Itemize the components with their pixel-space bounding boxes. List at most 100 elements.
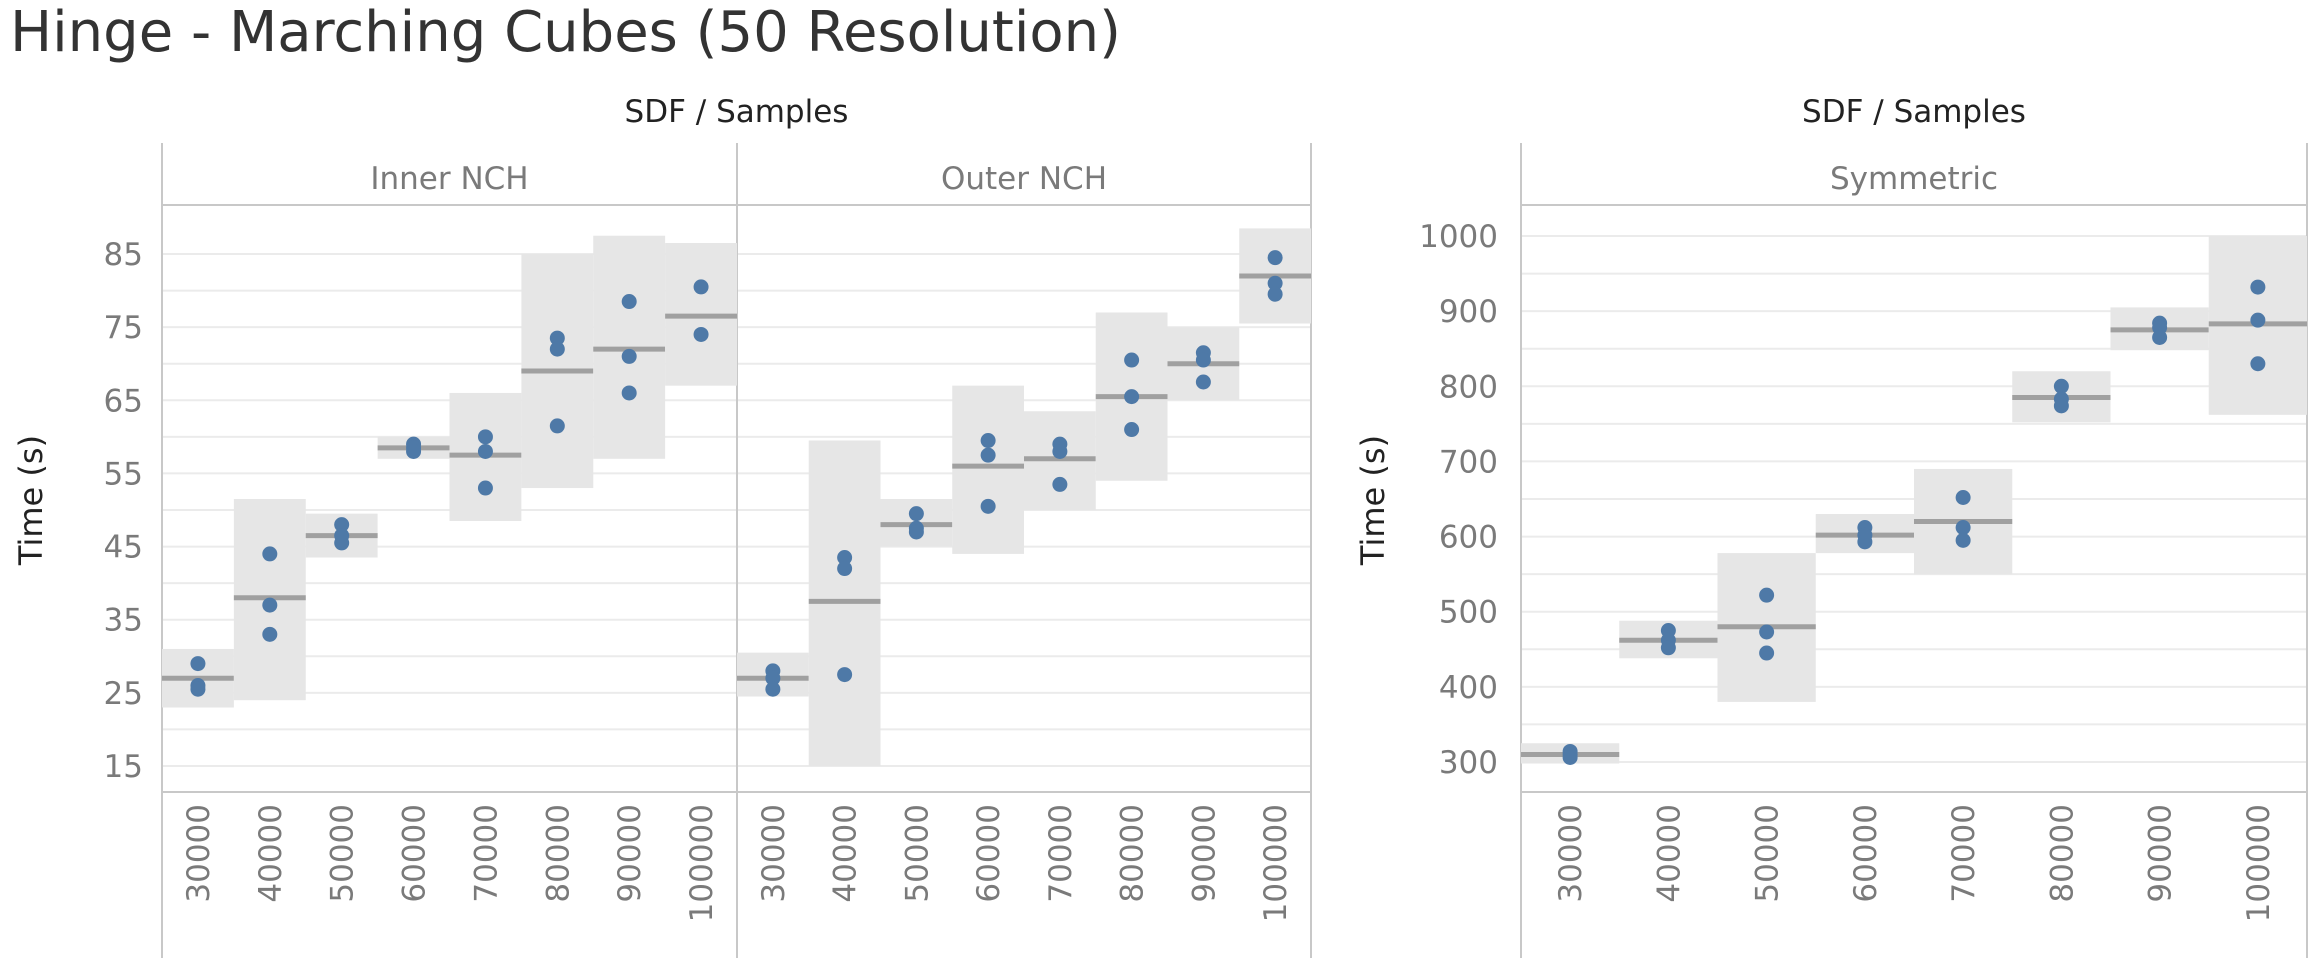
y-tick-label: 75 <box>104 310 143 346</box>
column-header: SDF / Samples <box>1802 94 2026 130</box>
data-point <box>1759 624 1775 640</box>
y-tick-label: 35 <box>104 603 143 639</box>
data-point <box>334 535 350 551</box>
data-point <box>406 443 422 459</box>
x-tick-label: 90000 <box>1186 804 1222 903</box>
data-point <box>837 550 853 566</box>
data-point <box>262 546 278 562</box>
data-point <box>908 524 924 540</box>
data-point <box>1124 389 1140 405</box>
y-tick-label: 400 <box>1439 670 1498 706</box>
y-tick-label: 25 <box>104 676 143 712</box>
panel-symmetric: Symmetric 30000 40000 50000 60000 70000 80000 9… <box>1521 143 2308 958</box>
data-point <box>1660 640 1676 656</box>
data-point <box>549 341 565 357</box>
x-tick-label: 80000 <box>2044 804 2080 903</box>
y-axis-label: Time (s) <box>12 435 50 566</box>
data-point <box>765 681 781 697</box>
x-tick-label: 80000 <box>540 804 576 903</box>
data-point <box>549 330 565 346</box>
x-tick-label: 30000 <box>1553 804 1589 903</box>
data-point <box>980 447 996 463</box>
y-tick-label: 85 <box>104 237 143 273</box>
data-point <box>2250 312 2266 328</box>
data-point <box>908 506 924 522</box>
data-point <box>1759 587 1775 603</box>
data-point <box>549 418 565 434</box>
panel-inner-nch: Inner NCH 30000 40000 50000 60000 70000 80000 9… <box>162 143 738 958</box>
column-header: SDF / Samples <box>625 94 849 130</box>
y-tick-label: 55 <box>104 456 143 492</box>
data-point <box>621 385 637 401</box>
x-tick-label: 50000 <box>325 804 361 903</box>
x-tick-label: 30000 <box>756 804 792 903</box>
y-tick-label: 45 <box>104 530 143 566</box>
data-point <box>1052 443 1068 459</box>
data-point <box>1195 374 1211 390</box>
data-point <box>477 480 493 496</box>
data-point <box>2250 356 2266 372</box>
panel-outer-nch: Outer NCH 30000 40000 50000 60000 70000 80000 9… <box>737 143 1312 958</box>
y-tick-label: 800 <box>1439 369 1498 405</box>
x-tick-label: 70000 <box>1946 804 1982 903</box>
x-tick-label: 100000 <box>1258 804 1294 922</box>
data-point <box>980 433 996 449</box>
y-tick-label: 1000 <box>1419 219 1498 255</box>
data-point <box>1052 476 1068 492</box>
y-tick-label: 900 <box>1439 294 1498 330</box>
x-tick-label: 60000 <box>397 804 433 903</box>
data-point <box>477 443 493 459</box>
data-point <box>1955 489 1971 505</box>
data-point <box>477 429 493 445</box>
data-point <box>621 294 637 310</box>
data-point <box>1857 534 1873 550</box>
data-point <box>2053 378 2069 394</box>
y-tick-label: 15 <box>104 749 143 785</box>
data-point <box>837 667 853 683</box>
x-tick-label: 80000 <box>1115 804 1151 903</box>
data-point <box>1124 422 1140 438</box>
x-tick-label: 40000 <box>828 804 864 903</box>
x-tick-label: 100000 <box>2241 804 2277 922</box>
data-point <box>1124 352 1140 368</box>
x-tick-label: 70000 <box>468 804 504 903</box>
data-point <box>837 561 853 577</box>
data-point <box>334 517 350 533</box>
data-point <box>765 670 781 686</box>
y-tick-label: 65 <box>104 383 143 419</box>
distribution-band <box>952 385 1024 554</box>
x-tick-label: 60000 <box>971 804 1007 903</box>
y-tick-label: 500 <box>1439 595 1498 631</box>
facet-label: Outer NCH <box>941 161 1107 197</box>
data-point <box>1562 749 1578 765</box>
x-tick-label: 70000 <box>1043 804 1079 903</box>
facet-label: Inner NCH <box>370 161 528 197</box>
data-point <box>1267 275 1283 291</box>
y-tick-label: 300 <box>1439 745 1498 781</box>
chart-group-1: SDF / Samples Time (s) 15 25 35 45 55 65 75 85 Inn… <box>12 94 1312 958</box>
x-tick-label: 100000 <box>684 804 720 922</box>
x-tick-label: 40000 <box>1651 804 1687 903</box>
x-tick-label: 50000 <box>1750 804 1786 903</box>
data-point <box>262 626 278 642</box>
data-point <box>1195 352 1211 368</box>
y-axis-label: Time (s) <box>1354 435 1392 566</box>
data-point <box>1759 645 1775 661</box>
x-tick-label: 60000 <box>1848 804 1884 903</box>
chart-group-2: SDF / Samples Time (s) 300 400 500 600 700 800 9… <box>1354 94 2308 958</box>
facet-label: Symmetric <box>1830 161 1998 197</box>
data-point <box>190 656 206 672</box>
data-point <box>693 326 709 342</box>
data-point <box>1267 286 1283 302</box>
data-point <box>693 279 709 295</box>
data-point <box>1267 250 1283 266</box>
chart-title: Hinge - Marching Cubes (50 Resolution) <box>10 0 1122 65</box>
x-tick-label: 50000 <box>899 804 935 903</box>
y-tick-label: 600 <box>1439 520 1498 556</box>
data-point <box>980 498 996 514</box>
x-tick-label: 40000 <box>253 804 289 903</box>
data-point <box>2053 398 2069 414</box>
data-point <box>1955 532 1971 548</box>
x-tick-label: 90000 <box>612 804 648 903</box>
